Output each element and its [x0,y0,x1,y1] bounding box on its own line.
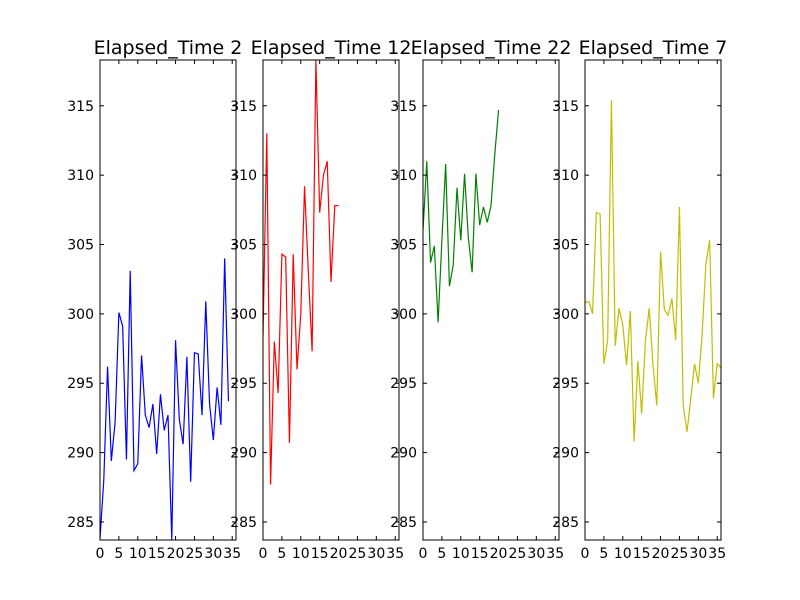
x-tick-label: 30 [204,546,222,562]
y-tick-label: 310 [390,168,417,184]
x-tick-label: 5 [277,546,286,562]
x-tick-label: 0 [96,546,105,562]
plot-area [423,60,559,540]
y-tick-label: 315 [67,99,94,115]
y-tick-label: 310 [552,168,579,184]
axes-frame [262,59,400,541]
x-tick-label: 35 [223,546,241,562]
plot-area [263,60,399,540]
x-tick-label: 10 [292,546,310,562]
subplot-4: 285 290 295 300 305 310 315 0 5 10 15 20 25 30 35 Elaps… [552,37,727,562]
y-tick-label: 295 [390,376,417,392]
x-tick-label: 15 [148,546,166,562]
y-tick-label: 315 [390,99,417,115]
x-tick-label: 35 [708,546,726,562]
axes-frame [99,59,237,541]
x-tick-label: 0 [259,546,268,562]
y-tick-label: 295 [67,376,94,392]
x-tick-label: 15 [471,546,489,562]
y-tick-label: 295 [552,376,579,392]
y-tick-label: 305 [230,238,257,254]
y-tick-label: 290 [67,446,94,462]
y-tick-label: 305 [552,238,579,254]
y-tick-label: 295 [230,376,257,392]
y-tick-label: 305 [390,238,417,254]
y-tick-label: 315 [552,99,579,115]
subplot-2: 285 290 295 300 305 310 315 0 5 10 15 20 25 30 35 Elaps… [230,37,411,562]
y-tick-label: 305 [67,238,94,254]
x-tick-label: 20 [490,546,508,562]
subplot-title: Elapsed_Time 22 [411,37,572,59]
subplot-title: Elapsed_Time 2 [94,37,243,59]
x-tick-label: 10 [129,546,147,562]
series-line [263,60,339,485]
x-tick-label: 30 [689,546,707,562]
x-tick-label: 35 [386,546,404,562]
x-tick-label: 20 [330,546,348,562]
axes-frame [422,59,560,541]
x-tick-label: 30 [527,546,545,562]
subplot-title: Elapsed_Time 7 [579,37,728,59]
y-tick-label: 285 [67,515,94,531]
x-tick-label: 35 [546,546,564,562]
x-tick-label: 25 [349,546,367,562]
y-tick-label: 300 [230,307,257,323]
x-tick-label: 25 [509,546,527,562]
x-tick-label: 5 [114,546,123,562]
series-line [100,258,230,540]
y-tick-label: 300 [390,307,417,323]
y-tick-label: 290 [390,446,417,462]
x-tick-label: 25 [671,546,689,562]
y-tick-label: 310 [67,168,94,184]
y-tick-label: 290 [552,446,579,462]
x-tick-label: 5 [437,546,446,562]
x-tick-label: 15 [633,546,651,562]
x-tick-label: 15 [311,546,329,562]
x-tick-label: 0 [581,546,590,562]
y-tick-label: 300 [552,307,579,323]
y-tick-label: 285 [230,515,257,531]
plot-area [100,60,236,540]
x-tick-label: 25 [186,546,204,562]
series-line [585,100,721,442]
series-line [423,109,500,323]
y-tick-label: 300 [67,307,94,323]
axes-frame [584,59,722,541]
y-tick-label: 285 [552,515,579,531]
y-tick-label: 290 [230,446,257,462]
y-tick-label: 310 [230,168,257,184]
x-tick-label: 30 [367,546,385,562]
subplot-title: Elapsed_Time 12 [251,37,412,59]
x-tick-label: 20 [652,546,670,562]
subplot-1: 285 290 295 300 305 310 315 0 5 10 15 20 25 30 35 Elaps… [67,37,242,562]
x-tick-label: 10 [452,546,470,562]
y-tick-label: 285 [390,515,417,531]
x-tick-label: 20 [167,546,185,562]
x-tick-label: 5 [599,546,608,562]
plot-area [585,60,721,540]
y-tick-label: 315 [230,99,257,115]
x-tick-label: 0 [419,546,428,562]
subplot-3: 285 290 295 300 305 310 315 0 5 10 15 20 25 30 35 Elaps… [390,37,571,562]
x-tick-label: 10 [614,546,632,562]
